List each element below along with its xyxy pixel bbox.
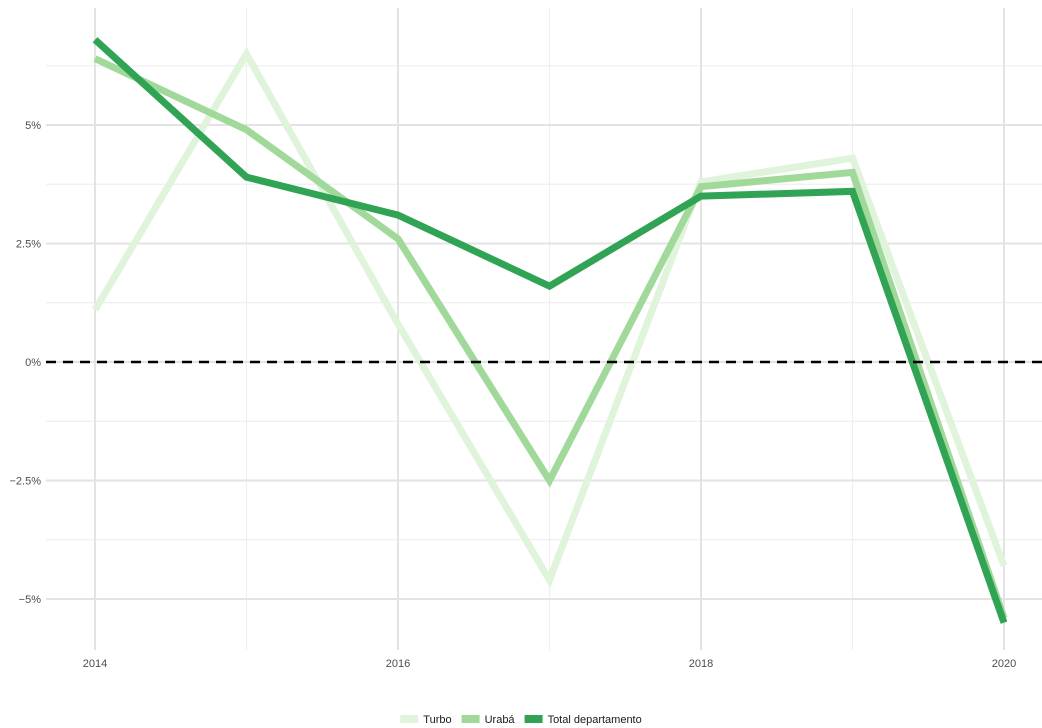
series-line-urab- — [93, 55, 1008, 620]
x-tick-label: 2018 — [689, 658, 713, 670]
x-tick-label: 2016 — [386, 658, 410, 670]
legend-swatch-total-departamento — [524, 715, 543, 723]
legend-swatch-urab- — [461, 715, 480, 723]
legend-label-total-departamento: Total departamento — [548, 714, 642, 726]
legend-label-turbo: Turbo — [423, 714, 451, 726]
series-line-turbo — [91, 46, 1008, 589]
series-layer — [91, 37, 1008, 624]
grid-major — [46, 8, 1042, 650]
y-tick-label: 2.5% — [16, 239, 41, 251]
series-line-total-departamento — [92, 37, 1008, 624]
y-tick-label: −2.5% — [10, 476, 42, 488]
x-tick-label: 2020 — [992, 658, 1016, 670]
legend-label-urab-: Urabá — [485, 714, 516, 726]
y-tick-label: −5% — [19, 594, 42, 606]
x-tick-label: 2014 — [83, 658, 107, 670]
legend-swatch-turbo — [400, 715, 419, 723]
axis-labels: −5% −2.5% 0% 2.5% 5% 2014 2016 2018 2020 — [10, 120, 1017, 670]
legend: Turbo Urabá Total departamento — [400, 714, 642, 726]
y-tick-label: 0% — [25, 357, 41, 369]
y-tick-label: 5% — [25, 120, 41, 132]
grid-minor — [46, 8, 1042, 650]
